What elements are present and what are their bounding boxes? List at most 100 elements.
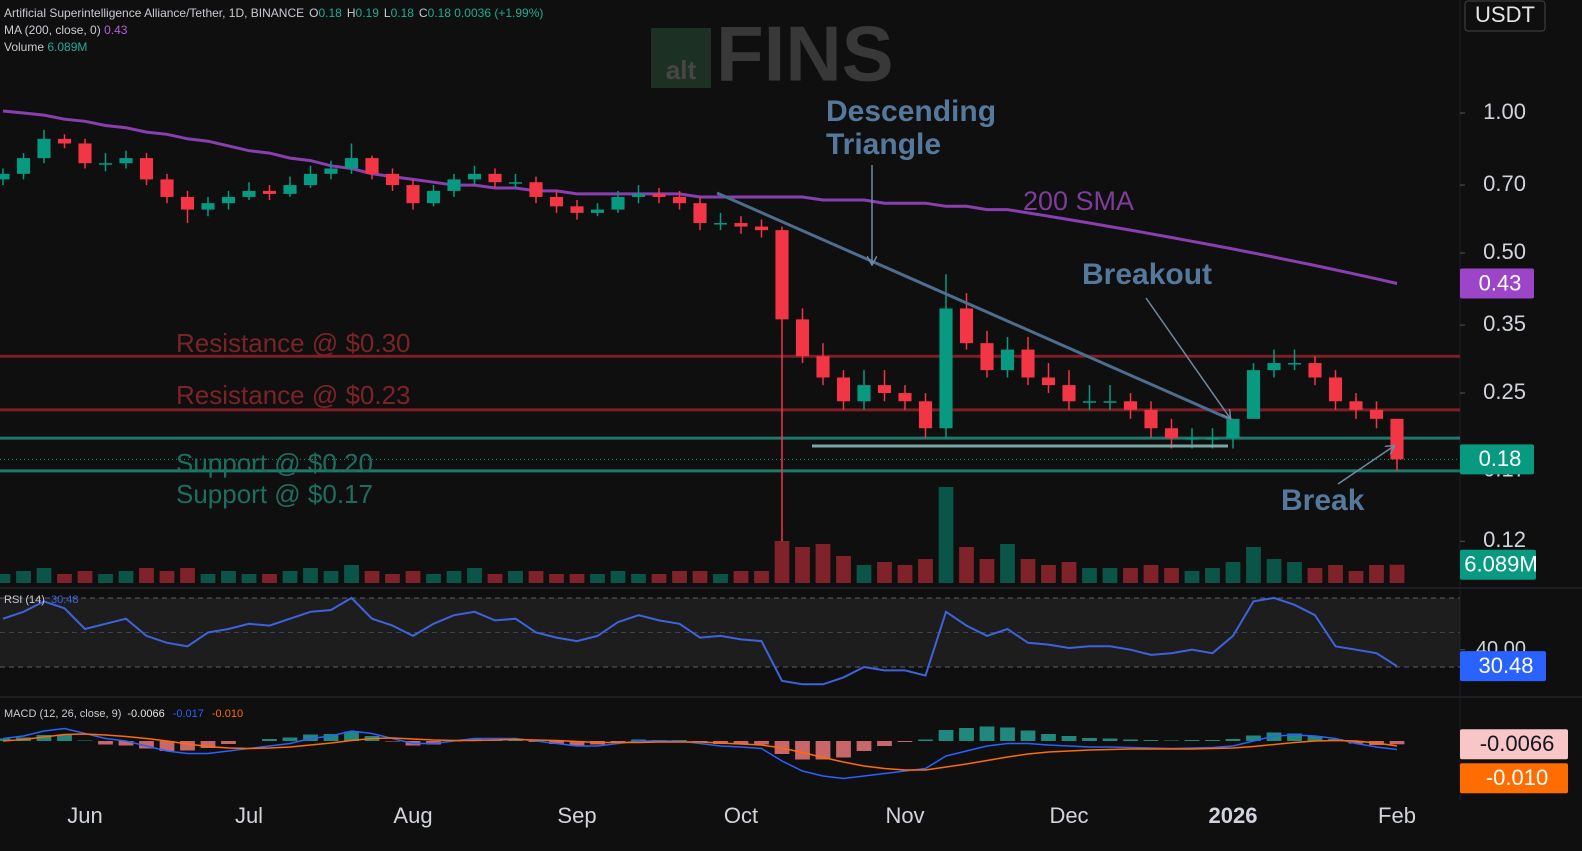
volume-bar (467, 568, 482, 583)
volume-bar (180, 568, 195, 583)
volume-bar (0, 574, 11, 583)
volume-value: 6.089M (47, 40, 88, 54)
candle-body (939, 308, 953, 429)
volume-bar (241, 574, 257, 583)
rsi-badge-box (1460, 651, 1546, 682)
candle-body (857, 385, 871, 402)
candle-body (1164, 428, 1179, 439)
macd-histogram (795, 741, 810, 760)
volume-bar (1205, 568, 1220, 583)
candle-body (611, 196, 625, 210)
macd-histogram (1143, 740, 1159, 741)
level-label: Support @ $0.17 (176, 479, 373, 509)
macd-histogram (221, 741, 236, 744)
candle-body (139, 158, 154, 180)
volume-bar (98, 574, 113, 583)
candle-body (221, 196, 236, 204)
macd-histogram (1389, 741, 1405, 745)
candle-body (385, 173, 400, 186)
trend-line (716, 191, 1233, 422)
rsi-line (2, 596, 1398, 686)
volume-bar (159, 571, 175, 583)
y-tick-label: 0.25 (1483, 379, 1526, 404)
volume-bar (1164, 568, 1179, 583)
candle-body (775, 230, 789, 320)
volume-bar (1389, 564, 1405, 583)
macd-histogram (77, 740, 93, 741)
volume-label: Volume (4, 40, 45, 54)
y-tick-label: 0.50 (1483, 239, 1526, 264)
macd-histogram (856, 741, 872, 751)
annotation: Breakout (1082, 258, 1213, 291)
volume-bar (1225, 562, 1241, 583)
volume-bar (733, 571, 749, 583)
volume-bar (385, 574, 400, 583)
volume-bar (815, 544, 831, 583)
ohlc-value: 0.18 (318, 6, 342, 20)
candle-body (488, 173, 502, 183)
rsi-badge: 30.48 (1478, 653, 1533, 678)
volume-bar (774, 541, 790, 583)
annotation: Descending Triangle (826, 95, 997, 161)
change-pct: (+1.99%) (494, 6, 544, 20)
candle-body (570, 206, 584, 213)
candle-body (795, 319, 810, 357)
macd-histogram (180, 741, 195, 751)
volume-bar (959, 547, 974, 583)
candle-body (1000, 349, 1015, 371)
macd-histogram (877, 741, 892, 746)
watermark-alt: alt (666, 55, 697, 85)
pane-title: MACD (12, 26, close, 9) (4, 708, 121, 720)
candle-body (1390, 418, 1404, 460)
candle-body (1103, 401, 1117, 403)
candle-body (1144, 409, 1158, 429)
candle-body (1082, 401, 1097, 403)
y-tick-label: 0.35 (1483, 311, 1526, 336)
candle-body (877, 385, 892, 394)
volume-bar (282, 571, 298, 583)
volume-bar (631, 574, 646, 583)
macd-histogram (610, 741, 626, 742)
macd-histogram (98, 741, 113, 745)
annotation: Break (1281, 484, 1365, 517)
volume-bar (1082, 568, 1097, 583)
level-label: Resistance @ $0.30 (176, 328, 411, 358)
volume-bar (1000, 544, 1015, 583)
volume-bar (1287, 562, 1302, 583)
macd-histogram (1041, 734, 1056, 741)
ohlc-value: 0.18 (427, 6, 451, 20)
macd-histogram (1020, 730, 1036, 741)
legend: Artificial Superintelligence Alliance/Te… (4, 5, 543, 56)
candle-body (1328, 377, 1343, 402)
x-tick-label: Aug (393, 803, 432, 828)
candle-body (754, 226, 769, 231)
volume-bar (344, 565, 359, 583)
arrow (1145, 297, 1230, 418)
y-tick-label: 0.12 (1483, 527, 1526, 552)
volume-bar (877, 562, 892, 583)
y-tick-label: 0.70 (1483, 171, 1526, 196)
volume-bar (262, 574, 277, 583)
macd-histogram (262, 739, 277, 741)
pane-value: -0.017 (173, 708, 204, 720)
candle-body (898, 393, 912, 402)
macd-histogram (1123, 739, 1138, 741)
candle-body (37, 138, 51, 159)
macd-histogram (323, 734, 339, 741)
volume-bar (713, 574, 728, 583)
macd-histogram (1184, 740, 1200, 741)
symbol: Artificial Superintelligence Alliance/Te… (4, 6, 305, 20)
macd-histogram (815, 741, 831, 760)
candle-body (283, 185, 297, 194)
macd-histogram (1082, 738, 1097, 741)
pane-value: -0.0066 (127, 708, 164, 720)
macd-histogram (1287, 733, 1302, 741)
candle-body (1246, 370, 1261, 419)
signal-badge-box (1460, 763, 1568, 794)
volume-bar (590, 574, 605, 583)
ohlc-label: O (309, 6, 319, 20)
watermark-box (651, 28, 711, 88)
ma-label: MA (200, close, 0) (4, 23, 101, 37)
candle-body (549, 196, 564, 207)
